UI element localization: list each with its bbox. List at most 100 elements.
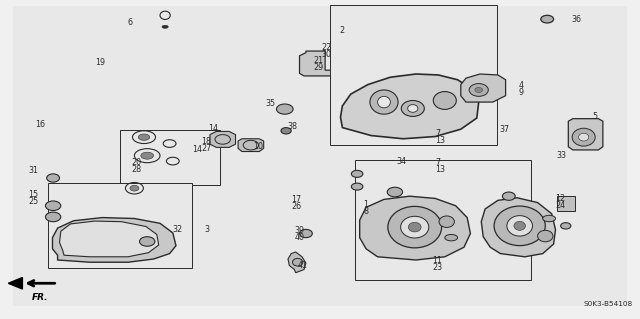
Bar <box>330 5 497 145</box>
Polygon shape <box>360 196 470 260</box>
Ellipse shape <box>401 100 424 116</box>
Text: 24: 24 <box>556 201 566 210</box>
Polygon shape <box>8 278 22 289</box>
Polygon shape <box>52 218 176 262</box>
Text: 9: 9 <box>518 88 524 97</box>
Polygon shape <box>300 45 346 76</box>
Text: 7: 7 <box>435 129 440 138</box>
Text: 5: 5 <box>592 112 597 121</box>
Ellipse shape <box>469 84 488 96</box>
Ellipse shape <box>47 174 60 182</box>
Ellipse shape <box>433 92 456 109</box>
Ellipse shape <box>388 206 442 248</box>
Ellipse shape <box>45 212 61 222</box>
Text: 38: 38 <box>287 122 298 130</box>
Text: 34: 34 <box>397 157 407 166</box>
Bar <box>355 160 531 280</box>
Text: 19: 19 <box>95 58 106 67</box>
Ellipse shape <box>445 234 458 241</box>
Ellipse shape <box>408 222 421 232</box>
Text: 39: 39 <box>294 226 305 235</box>
Ellipse shape <box>541 15 554 23</box>
Polygon shape <box>60 221 159 257</box>
Ellipse shape <box>579 133 589 141</box>
Text: 32: 32 <box>172 225 182 234</box>
Ellipse shape <box>45 201 61 211</box>
Ellipse shape <box>130 185 139 191</box>
Ellipse shape <box>281 128 291 134</box>
Ellipse shape <box>543 215 556 222</box>
Bar <box>120 130 220 185</box>
Ellipse shape <box>276 104 293 114</box>
Ellipse shape <box>292 258 303 266</box>
Ellipse shape <box>162 25 168 28</box>
Polygon shape <box>568 119 603 150</box>
Ellipse shape <box>401 216 429 238</box>
Text: 3: 3 <box>205 225 210 234</box>
Ellipse shape <box>351 170 363 177</box>
Bar <box>48 183 192 268</box>
Text: 21: 21 <box>314 56 324 65</box>
Ellipse shape <box>538 230 553 242</box>
Ellipse shape <box>351 183 363 190</box>
Text: 17: 17 <box>291 195 301 204</box>
Text: 31: 31 <box>28 166 38 175</box>
Polygon shape <box>461 74 506 102</box>
Text: 12: 12 <box>556 194 566 203</box>
Text: 2: 2 <box>339 26 344 35</box>
Ellipse shape <box>502 192 515 200</box>
Ellipse shape <box>475 87 483 93</box>
Text: 1: 1 <box>363 200 368 209</box>
Ellipse shape <box>561 223 571 229</box>
Text: 26: 26 <box>291 202 301 211</box>
Text: 27: 27 <box>201 145 211 153</box>
Bar <box>557 196 575 211</box>
Text: 40: 40 <box>294 233 305 242</box>
Text: 18: 18 <box>201 137 211 146</box>
Text: 28: 28 <box>131 165 141 174</box>
Text: 11: 11 <box>432 256 442 265</box>
Text: S0K3-B54108: S0K3-B54108 <box>583 301 632 307</box>
Ellipse shape <box>494 206 545 246</box>
Ellipse shape <box>572 128 595 146</box>
Text: FR.: FR. <box>32 293 49 302</box>
Ellipse shape <box>370 90 398 114</box>
Text: 10: 10 <box>253 142 263 151</box>
Text: 8: 8 <box>363 207 368 216</box>
Text: 23: 23 <box>432 263 442 272</box>
Ellipse shape <box>439 216 454 227</box>
Text: 7: 7 <box>435 158 440 167</box>
Polygon shape <box>481 198 556 257</box>
Ellipse shape <box>507 216 532 236</box>
Text: 30: 30 <box>321 50 332 59</box>
Text: 14: 14 <box>208 124 218 133</box>
Ellipse shape <box>138 134 150 140</box>
Polygon shape <box>210 131 236 147</box>
Polygon shape <box>288 252 306 273</box>
Text: 20: 20 <box>131 158 141 167</box>
Text: 36: 36 <box>572 15 582 24</box>
Text: 41: 41 <box>298 261 308 270</box>
Text: 25: 25 <box>28 197 38 206</box>
Polygon shape <box>340 74 479 139</box>
Ellipse shape <box>408 105 418 112</box>
Text: 29: 29 <box>314 63 324 72</box>
Text: 22: 22 <box>321 43 332 52</box>
Ellipse shape <box>300 229 312 238</box>
Text: 33: 33 <box>557 151 567 160</box>
Text: 6: 6 <box>128 18 133 27</box>
Text: 4: 4 <box>518 81 524 90</box>
Text: 13: 13 <box>435 165 445 174</box>
Text: 14: 14 <box>192 145 202 154</box>
Ellipse shape <box>378 96 390 108</box>
Text: 16: 16 <box>35 120 45 129</box>
Ellipse shape <box>387 187 403 197</box>
Text: 15: 15 <box>28 190 38 199</box>
Ellipse shape <box>141 152 154 159</box>
Ellipse shape <box>140 237 155 246</box>
Text: 35: 35 <box>265 99 275 108</box>
Polygon shape <box>238 139 264 152</box>
Text: 13: 13 <box>435 136 445 145</box>
Ellipse shape <box>514 221 525 230</box>
Text: 37: 37 <box>499 125 509 134</box>
